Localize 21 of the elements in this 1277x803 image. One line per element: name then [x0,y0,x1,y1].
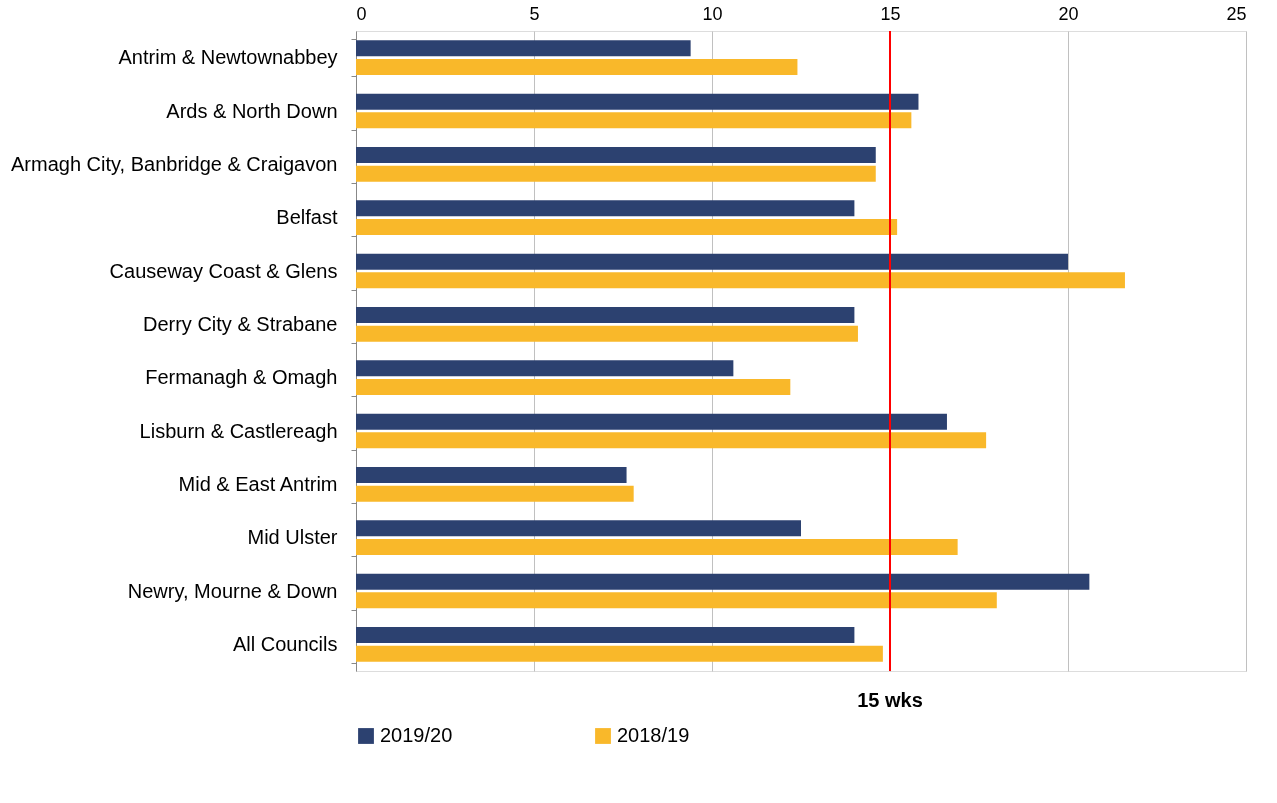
y-tick-label: Armagh City, Banbridge & Craigavon [11,152,338,175]
y-tick-label: Newry, Mourne & Down [127,579,338,602]
legend-label: 2018/19 [617,724,690,746]
x-tick-label: 20 [1058,3,1079,24]
y-tick-label: Causeway Coast & Glens [109,259,338,282]
y-tick-label: Mid Ulster [247,526,338,549]
y-tick-label: Antrim & Newtownabbey [118,46,338,69]
y-tick-label: Mid & East Antrim [178,472,338,495]
y-tick-label: Fermanagh & Omagh [145,366,338,389]
x-tick-label: 0 [356,3,367,24]
x-tick-label: 10 [702,3,723,24]
y-tick-label: Derry City & Strabane [142,312,338,335]
y-tick-label: Ards & North Down [166,99,338,122]
x-tick-label: 25 [1226,3,1247,24]
y-tick-label: All Councils [233,632,338,655]
x-tick-label: 15 [880,3,901,24]
ref-line-label: 15 wks [857,689,923,711]
legend-label: 2019/20 [380,724,453,746]
x-tick-label: 5 [529,3,540,24]
y-tick-label: Lisburn & Castlereagh [139,419,338,442]
y-tick-label: Belfast [276,206,338,229]
